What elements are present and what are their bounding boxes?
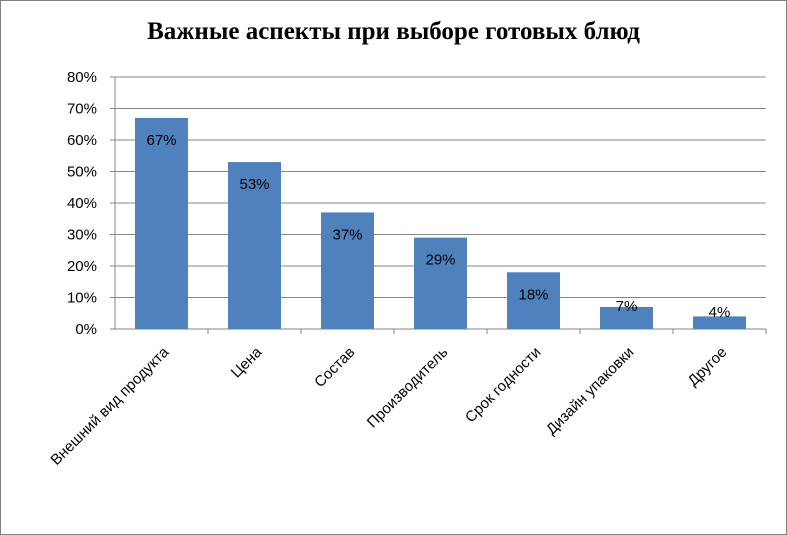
y-tick-label: 20% bbox=[67, 258, 97, 275]
data-label: 4% bbox=[709, 304, 731, 321]
category-label: Другое bbox=[685, 344, 731, 390]
bar bbox=[134, 117, 189, 329]
bar bbox=[227, 162, 282, 329]
y-tick-label: 80% bbox=[67, 69, 97, 86]
chart-title: Важные аспекты при выборе готовых блюд bbox=[147, 18, 640, 45]
bar bbox=[599, 306, 654, 329]
data-label: 37% bbox=[332, 226, 362, 243]
category-label: Состав bbox=[311, 344, 358, 391]
category-label: Цена bbox=[228, 343, 266, 381]
y-tick-label: 0% bbox=[75, 321, 97, 338]
data-label: 29% bbox=[425, 252, 455, 269]
data-label: 18% bbox=[518, 286, 548, 303]
category-label: Производитель bbox=[364, 344, 452, 432]
category-label: Дизайн упаковки bbox=[543, 344, 637, 438]
y-tick-label: 50% bbox=[67, 164, 97, 181]
category-label: Срок годности bbox=[462, 344, 544, 426]
data-label: 7% bbox=[616, 298, 638, 315]
bar bbox=[692, 316, 747, 329]
bar bbox=[506, 272, 561, 329]
y-tick-label: 10% bbox=[67, 290, 97, 307]
data-label: 53% bbox=[239, 176, 269, 193]
y-tick-label: 30% bbox=[67, 227, 97, 244]
y-tick-label: 60% bbox=[67, 132, 97, 149]
bar bbox=[320, 212, 375, 329]
data-label: 67% bbox=[146, 132, 176, 149]
y-tick-label: 70% bbox=[67, 101, 97, 118]
category-label: Внешний вид продукта bbox=[47, 343, 172, 468]
y-tick-label: 40% bbox=[67, 195, 97, 212]
bar bbox=[413, 237, 468, 329]
